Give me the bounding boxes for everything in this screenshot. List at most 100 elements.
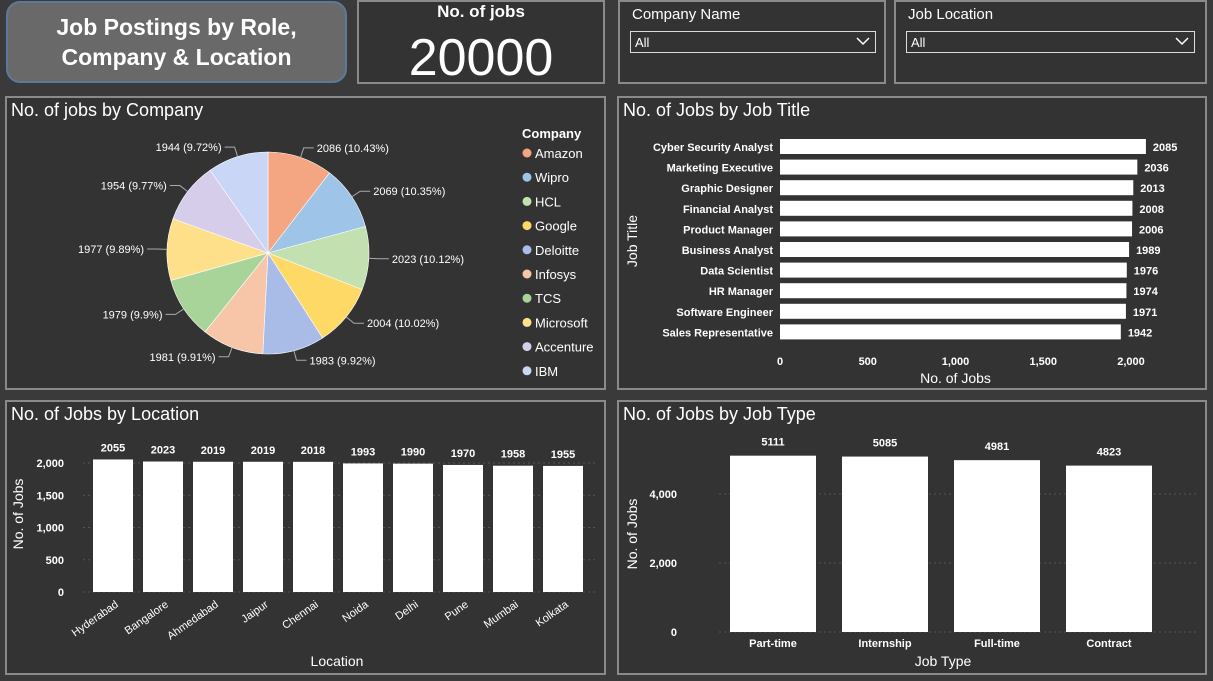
jobtype-y-tick: 2,000 xyxy=(649,558,677,570)
location-dropdown[interactable]: All xyxy=(906,31,1195,53)
legend-label: Google xyxy=(535,219,577,234)
jobtitle-category-label: Data Scientist xyxy=(700,266,773,278)
legend-marker xyxy=(522,148,532,158)
location-bar xyxy=(443,464,483,592)
pie-data-label: 1944 (9.72%) xyxy=(156,142,222,154)
pie-leader-line xyxy=(165,308,185,315)
dashboard-title-line1: Job Postings by Role, xyxy=(56,14,297,40)
legend-marker xyxy=(522,221,532,231)
company-pie-chart: 2086 (10.43%) 2069 (10.35%) 2023 (10.12%) 2… xyxy=(78,126,594,379)
company-dropdown[interactable]: All xyxy=(630,31,876,53)
location-category-label: Pune xyxy=(443,599,471,624)
company-slicer: Company Name All xyxy=(618,0,886,84)
location-y-tick: 1,500 xyxy=(36,490,64,502)
location-category-label: Jaipur xyxy=(239,598,271,625)
location-x-axis-label: Location xyxy=(311,653,364,669)
legend-marker xyxy=(522,196,532,206)
jobtype-y-tick: 0 xyxy=(671,627,677,639)
location-dropdown-value: All xyxy=(911,35,926,50)
company-pie-panel: No. of jobs by Company 2086 (10.43%) 2069… xyxy=(5,96,606,390)
jobtitle-bar xyxy=(780,324,1121,340)
location-data-label: 2019 xyxy=(251,445,275,457)
pie-data-label: 1954 (9.77%) xyxy=(101,181,167,193)
location-category-label: Kolkata xyxy=(534,598,572,629)
jobtype-bar-chart: 0 2,000 4,000 5111 Part-time 5085 Internship 49… xyxy=(624,437,1199,669)
location-bar xyxy=(143,461,183,592)
jobtitle-data-label: 2036 xyxy=(1144,163,1168,175)
jobtitle-category-label: Marketing Executive xyxy=(667,163,773,175)
jobtype-bar xyxy=(842,456,928,632)
location-category-label: Delhi xyxy=(393,599,420,623)
pie-data-label: 2004 (10.02%) xyxy=(367,318,439,330)
location-y-axis-label: No. of Jobs xyxy=(10,479,26,550)
legend-label: Microsoft xyxy=(535,315,588,330)
jobtype-bar xyxy=(954,460,1040,632)
legend-marker xyxy=(522,366,532,376)
dashboard-title-card: Job Postings by Role, Company & Location xyxy=(6,1,347,83)
company-slicer-label: Company Name xyxy=(632,6,741,23)
jobtype-category-label: Internship xyxy=(858,638,911,650)
jobtype-bar xyxy=(1066,465,1152,632)
jobtitle-chart-title: No. of Jobs by Job Title xyxy=(623,100,811,120)
jobtitle-bar xyxy=(780,159,1138,175)
jobtitle-category-label: Graphic Designer xyxy=(681,183,773,195)
jobtype-bar xyxy=(730,455,816,632)
location-bar xyxy=(243,461,283,592)
pie-leader-line xyxy=(224,146,239,157)
legend-label: Deloitte xyxy=(535,243,579,258)
jobtitle-data-label: 1974 xyxy=(1133,286,1158,298)
legend-marker xyxy=(522,293,532,303)
jobtitle-bar xyxy=(780,221,1133,237)
location-slicer: Job Location All xyxy=(894,0,1207,84)
jobtitle-category-label: Sales Representative xyxy=(662,327,773,339)
jobtitle-bar xyxy=(780,180,1134,196)
legend-label: Accenture xyxy=(535,340,594,355)
location-y-tick: 500 xyxy=(46,555,64,567)
jobtype-category-label: Contract xyxy=(1086,638,1132,650)
location-data-label: 2018 xyxy=(301,445,325,457)
location-y-tick: 0 xyxy=(58,587,64,599)
location-bar xyxy=(493,465,533,592)
pie-data-label: 2023 (10.12%) xyxy=(392,254,464,266)
jobtitle-category-label: Product Manager xyxy=(683,224,774,236)
location-category-label: Ahmedabad xyxy=(165,599,220,643)
jobtype-data-label: 5085 xyxy=(873,438,897,450)
location-category-label: Hyderabad xyxy=(70,599,121,640)
pie-leader-line xyxy=(300,147,314,158)
legend-marker xyxy=(522,269,532,279)
pie-leader-line xyxy=(218,347,233,358)
jobtitle-x-tick: 500 xyxy=(859,356,877,368)
legend-marker xyxy=(522,317,532,327)
jobtitle-data-label: 1989 xyxy=(1136,245,1160,257)
jobtype-category-label: Part-time xyxy=(749,638,797,650)
legend-label: Amazon xyxy=(535,146,583,161)
pie-data-label: 1983 (9.92%) xyxy=(309,355,375,367)
jobtitle-bar-chart: Cyber Security Analyst 2085 Marketing Exec… xyxy=(624,139,1177,386)
location-slicer-label: Job Location xyxy=(908,6,994,23)
location-category-label: Chennai xyxy=(280,599,320,632)
jobtitle-data-label: 2006 xyxy=(1139,224,1163,236)
location-data-label: 1993 xyxy=(351,446,375,458)
kpi-label: No. of jobs xyxy=(437,2,525,21)
jobtitle-category-label: Business Analyst xyxy=(682,245,774,257)
jobtitle-category-label: Software Engineer xyxy=(676,307,773,319)
company-chart-title: No. of jobs by Company xyxy=(11,100,204,120)
pie-data-label: 1981 (9.91%) xyxy=(150,352,216,364)
jobtype-x-axis-label: Job Type xyxy=(915,653,972,669)
jobtype-category-label: Full-time xyxy=(974,638,1020,650)
legend-label: Wipro xyxy=(535,170,569,185)
location-chart-title: No. of Jobs by Location xyxy=(11,404,200,424)
jobtitle-y-axis-label: Job Title xyxy=(624,215,640,267)
jobtype-chart-title: No. of Jobs by Job Type xyxy=(623,404,816,424)
kpi-value: 20000 xyxy=(408,29,554,87)
legend-label: HCL xyxy=(535,194,561,209)
jobtitle-category-label: Cyber Security Analyst xyxy=(653,142,773,154)
pie-leader-line xyxy=(169,185,189,193)
jobtitle-bar xyxy=(780,139,1146,154)
jobtitle-bar xyxy=(780,283,1127,299)
jobtitle-x-tick: 1,000 xyxy=(942,356,970,368)
location-bar-chart: 0 500 1,000 1,500 2,000 2055 Hyderabad 2023 Bang… xyxy=(10,442,597,669)
legend-marker xyxy=(522,172,532,182)
chevron-down-icon xyxy=(1175,37,1189,46)
pie-data-label: 1979 (9.9%) xyxy=(103,309,163,321)
